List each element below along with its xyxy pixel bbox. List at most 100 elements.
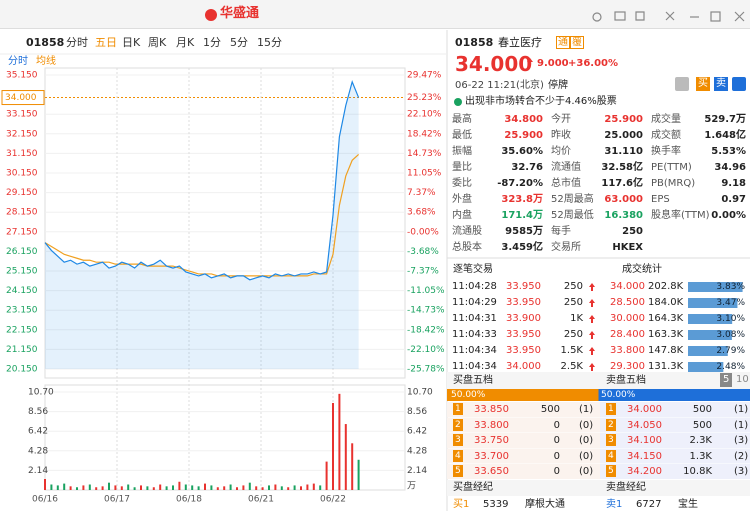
notice-dot [454, 98, 462, 106]
date-label: 06/22 [320, 495, 346, 505]
quote-time: 06-22 11:21(北京) [455, 80, 544, 91]
depth-tab[interactable]: 5 [720, 373, 733, 387]
volume-bar [261, 487, 264, 490]
y-tick-label: 28.150 [6, 208, 38, 218]
stat-label: 总股本 [452, 242, 482, 253]
book-qty: 500 [692, 419, 712, 431]
pct-label: 18.42% [407, 129, 442, 139]
trade-time: 11:04:33 [452, 329, 497, 340]
stat-label: PE(TTM) [651, 162, 692, 173]
book-count: (2) [734, 450, 749, 462]
share-label: 3.10% [716, 314, 745, 324]
broker-cell: 宝生 [678, 499, 698, 510]
stat-value: 171.4万 [501, 210, 543, 221]
stat-label: 内盘 [452, 210, 472, 221]
up-arrow [589, 299, 595, 307]
stat-volume: 164.3K [648, 313, 684, 324]
volume-bar [338, 393, 341, 490]
volume-bar [332, 402, 334, 490]
pct-label: 14.73% [407, 149, 442, 159]
y-tick-label: 33.150 [6, 110, 38, 120]
tab[interactable]: 成交统计 [622, 264, 662, 275]
y-tick-label: 10.70 [407, 388, 433, 398]
badge: 覆 [570, 36, 584, 49]
period-tab[interactable]: 周K [148, 36, 167, 49]
book-row-bg [447, 402, 600, 417]
y-tick-label: 24.150 [6, 286, 38, 296]
stat-label: 流通值 [551, 162, 581, 173]
depth-tab[interactable]: 10 [736, 374, 749, 385]
trade-time: 11:04:34 [452, 361, 497, 372]
volume-frame [44, 384, 406, 491]
period-tab[interactable]: 月K [176, 36, 195, 49]
legend-line[interactable]: 分时 [8, 56, 28, 67]
book-row-bg [600, 448, 750, 464]
tab[interactable]: 逐笔交易 [453, 264, 493, 275]
up-arrow [589, 283, 595, 291]
up-arrow [527, 58, 533, 66]
share-bar [688, 362, 724, 372]
book-price: 33.700 [474, 450, 509, 462]
stat-label: 股息率(TTM) [651, 210, 710, 221]
stat-value: 9.18 [721, 178, 746, 189]
legend-avg[interactable]: 均线 [36, 56, 56, 67]
book-count: (1) [734, 419, 749, 431]
price-line [44, 79, 360, 281]
book-count: (0) [579, 450, 594, 462]
period-tab[interactable]: 日K [122, 36, 141, 49]
sell-button[interactable]: 卖 [714, 77, 728, 91]
y-tick-label: 34.000 [5, 93, 37, 103]
buy-button[interactable]: 买 [696, 77, 710, 91]
trade-price: 33.900 [506, 313, 541, 324]
y-tick-label: 2.14 [28, 466, 48, 476]
period-tab[interactable]: 分时 [66, 36, 88, 49]
stat-value: 0.97 [721, 194, 746, 205]
share-label: 3.08% [716, 330, 745, 340]
y-tick-label: 32.150 [6, 129, 38, 139]
pct-label: 3.68% [407, 208, 436, 218]
stat-value: 529.7万 [704, 114, 746, 125]
up-arrow [589, 331, 595, 339]
section-bg [447, 480, 750, 496]
period-tab[interactable]: 1分 [203, 36, 221, 49]
ratio-label: 50.00% [601, 390, 636, 400]
y-tick-label: 8.56 [407, 407, 427, 417]
trade-price: 33.950 [506, 281, 541, 292]
y-tick-label: 22.150 [6, 325, 38, 335]
period-tab[interactable]: 五日 [95, 36, 117, 49]
y-tick-label: 23.150 [6, 306, 38, 316]
volume-bar [178, 481, 181, 490]
stat-price: 29.300 [610, 361, 645, 372]
level: 1 [453, 403, 463, 415]
pct-label: -3.68% [407, 247, 439, 257]
book-qty: 0 [553, 435, 560, 446]
level: 2 [606, 418, 616, 431]
pct-label: 7.37% [407, 188, 436, 198]
stat-value: 25.000 [604, 130, 643, 141]
period-tab[interactable]: 5分 [230, 36, 248, 49]
stat-value: 1.648亿 [704, 130, 746, 141]
share-bar [688, 298, 738, 308]
broker-cell: 买1 [453, 499, 470, 510]
up-arrow [589, 363, 595, 371]
stat-value: 32.76 [511, 162, 543, 173]
stat-value: 34.96 [714, 162, 746, 173]
date-label: 06/17 [104, 495, 130, 505]
stat-value: 9585万 [505, 226, 543, 237]
stat-volume: 131.3K [648, 361, 684, 372]
book-qty: 0 [553, 450, 560, 462]
volume-bar [306, 484, 309, 490]
volume-bar [44, 479, 46, 490]
book-qty: 10.8K [683, 466, 712, 477]
period-tab[interactable]: 15分 [257, 36, 282, 49]
volume-bar [101, 486, 104, 490]
book-qty: 0 [553, 466, 560, 477]
volume-bar [325, 461, 328, 490]
level: 4 [453, 449, 463, 462]
plot-frame [44, 67, 406, 379]
section-title: 买盘经纪 [453, 482, 493, 493]
share-bar [688, 314, 733, 324]
badge: 通 [556, 36, 570, 49]
